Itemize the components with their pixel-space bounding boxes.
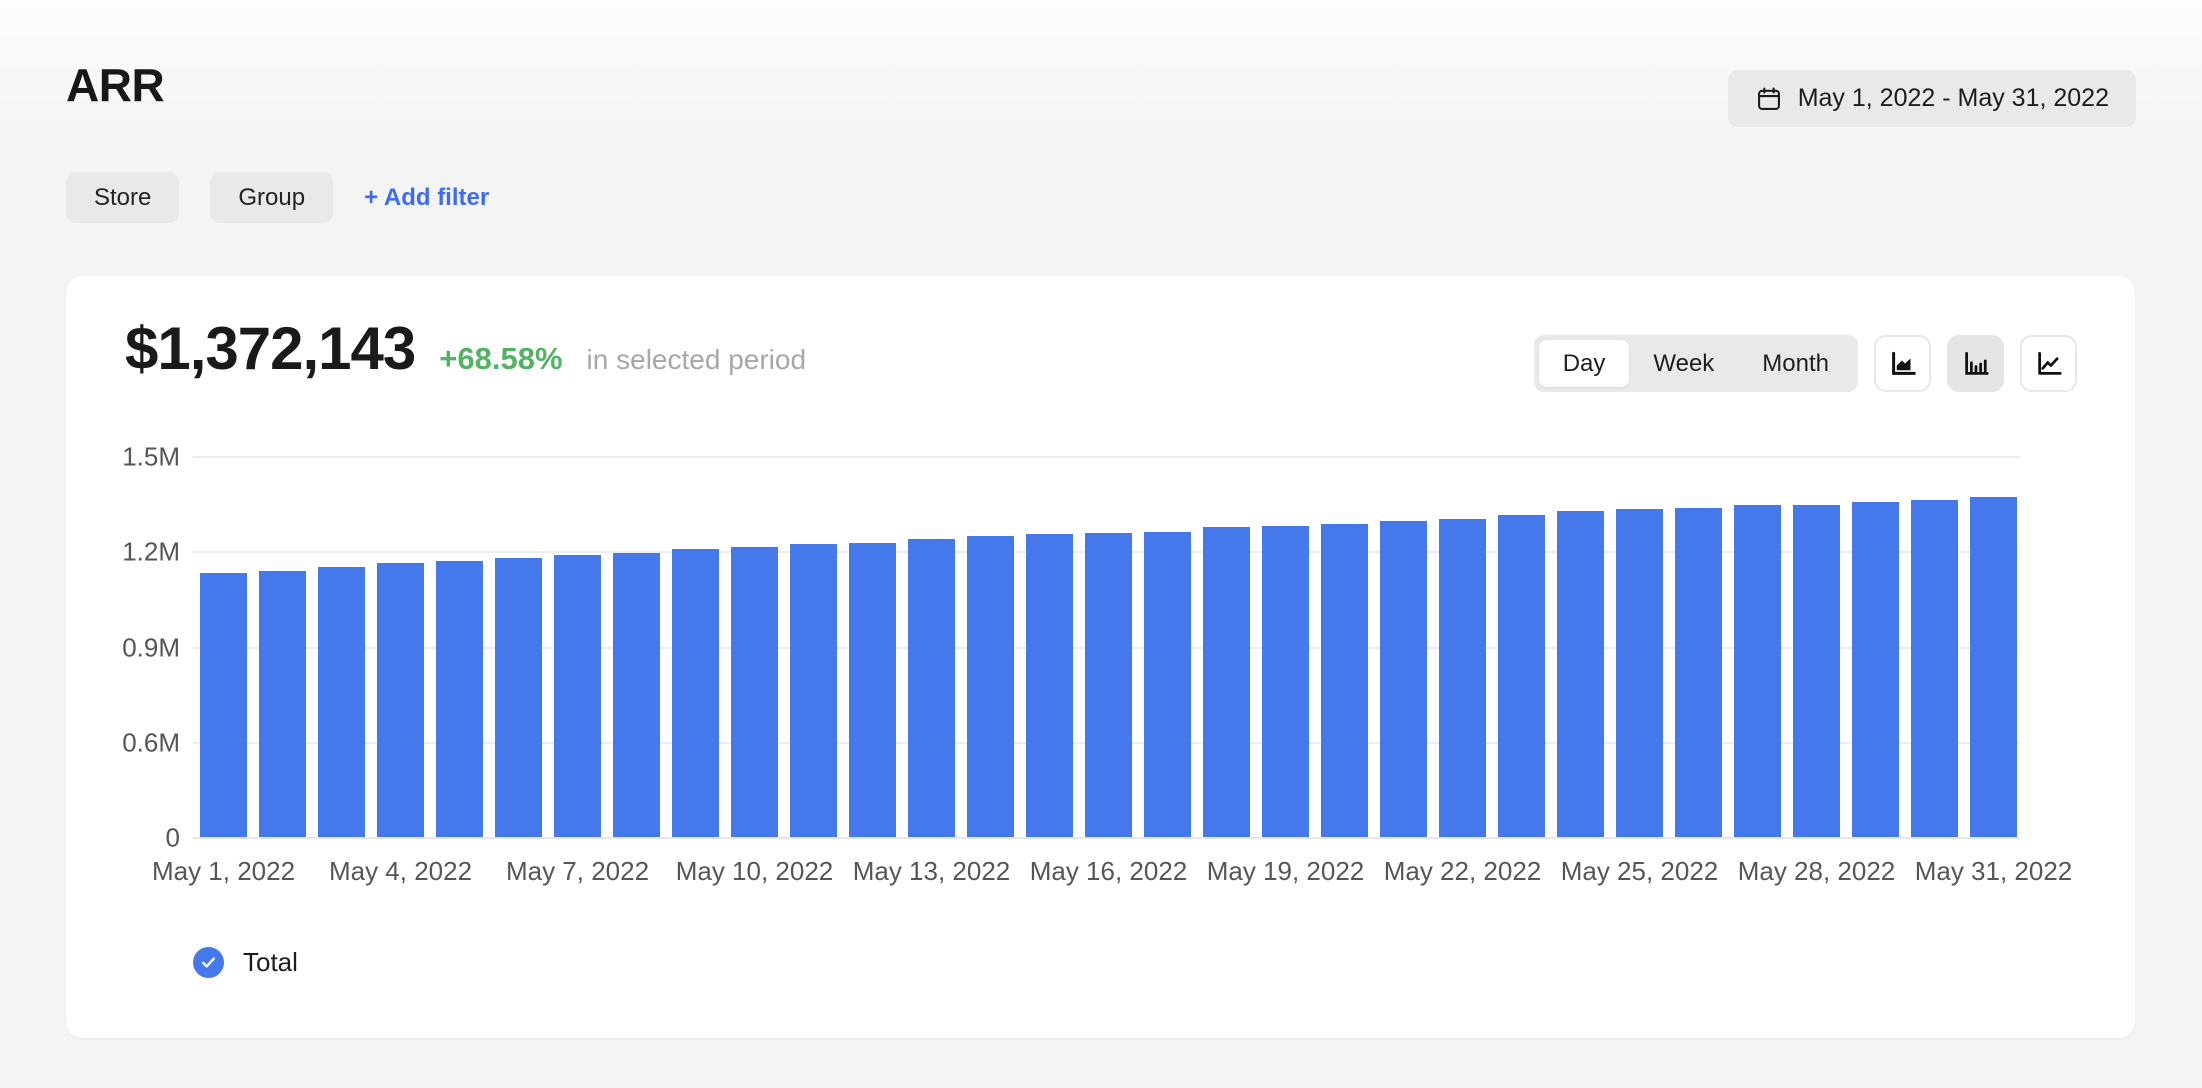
y-axis-tick-label: 0.6M <box>122 727 180 758</box>
bar[interactable] <box>1557 510 1604 837</box>
calendar-icon <box>1755 85 1783 113</box>
granularity-day[interactable]: Day <box>1538 340 1630 387</box>
bar[interactable] <box>908 538 955 837</box>
x-axis-tick-label: May 28, 2022 <box>1737 856 1896 886</box>
gridline <box>193 456 2020 458</box>
bar[interactable] <box>436 560 483 837</box>
page-title: ARR <box>66 59 165 111</box>
y-axis-tick-label: 1.5M <box>122 441 180 472</box>
bar[interactable] <box>1262 525 1309 837</box>
metric-caption: in selected period <box>586 344 807 375</box>
x-axis-tick-label: May 25, 2022 <box>1560 856 1719 886</box>
bar[interactable] <box>1734 505 1781 837</box>
date-range-label: May 1, 2022 - May 31, 2022 <box>1797 84 2109 112</box>
bar[interactable] <box>495 557 542 837</box>
bar[interactable] <box>1498 515 1545 837</box>
x-axis-tick-label: May 10, 2022 <box>675 856 834 886</box>
x-axis-tick-label: May 22, 2022 <box>1383 856 1542 886</box>
granularity-week[interactable]: Week <box>1629 340 1738 387</box>
metric-value: $1,372,143 <box>125 315 416 382</box>
metric-change: +68.58% <box>439 341 563 376</box>
bar-chart-button[interactable] <box>1947 335 2004 392</box>
metric-row: $1,372,143 +68.58% in selected period <box>125 314 806 383</box>
group-filter-button[interactable]: Group <box>210 172 334 223</box>
bar[interactable] <box>731 547 778 837</box>
x-axis-tick-label: May 31, 2022 <box>1914 856 2073 886</box>
add-filter-link[interactable]: + Add filter <box>364 183 490 211</box>
x-axis-tick-label: May 13, 2022 <box>852 856 1011 886</box>
bar[interactable] <box>1911 500 1958 837</box>
x-axis-tick-label: May 19, 2022 <box>1206 856 1365 886</box>
bar[interactable] <box>790 544 837 837</box>
bar[interactable] <box>377 563 424 837</box>
bar[interactable] <box>1616 508 1663 837</box>
area-chart-icon <box>1888 349 1918 379</box>
bar[interactable] <box>613 552 660 837</box>
store-filter-button[interactable]: Store <box>66 172 180 223</box>
bar[interactable] <box>259 570 306 837</box>
bar[interactable] <box>1675 507 1722 837</box>
bar[interactable] <box>554 555 601 837</box>
bar[interactable] <box>1793 504 1840 837</box>
chart-controls: Day Week Month <box>1533 335 2077 392</box>
bar[interactable] <box>967 535 1014 837</box>
bar[interactable] <box>1085 533 1132 837</box>
bar[interactable] <box>1852 502 1899 837</box>
legend-item-total[interactable]: Total <box>193 947 298 978</box>
x-axis-tick-label: May 1, 2022 <box>151 856 296 886</box>
area-chart-button[interactable] <box>1874 335 1931 392</box>
granularity-month[interactable]: Month <box>1738 340 1853 387</box>
bar[interactable] <box>672 549 719 837</box>
bar[interactable] <box>849 542 896 837</box>
x-axis-tick-label: May 7, 2022 <box>505 856 650 886</box>
line-chart-button[interactable] <box>2020 335 2077 392</box>
bar[interactable] <box>1970 496 2017 837</box>
bar[interactable] <box>1321 524 1368 837</box>
bar[interactable] <box>1144 532 1191 837</box>
gridline <box>193 837 2020 839</box>
bar[interactable] <box>1203 527 1250 837</box>
date-range-button[interactable]: May 1, 2022 - May 31, 2022 <box>1727 70 2136 127</box>
filter-row: Store Group + Add filter <box>66 172 489 223</box>
bar[interactable] <box>1439 518 1486 837</box>
granularity-toggle: Day Week Month <box>1533 335 1858 392</box>
x-axis-tick-label: May 4, 2022 <box>328 856 473 886</box>
bar[interactable] <box>318 566 365 837</box>
line-chart-icon <box>2034 349 2064 379</box>
y-axis-tick-label: 0.9M <box>122 632 180 662</box>
bar[interactable] <box>1380 521 1427 837</box>
page-header: ARR May 1, 2022 - May 31, 2022 <box>66 58 2136 127</box>
x-axis-tick-label: May 16, 2022 <box>1029 856 1188 886</box>
bar[interactable] <box>200 573 247 837</box>
y-axis-tick-label: 1.2M <box>122 536 180 567</box>
legend-checkbox-checked[interactable] <box>193 947 224 978</box>
y-axis-tick-label: 0 <box>165 822 180 853</box>
bar[interactable] <box>1026 534 1073 837</box>
bar-chart-icon <box>1961 349 1991 379</box>
arr-chart-card: $1,372,143 +68.58% in selected period Da… <box>66 276 2135 1038</box>
legend-label: Total <box>243 947 298 977</box>
